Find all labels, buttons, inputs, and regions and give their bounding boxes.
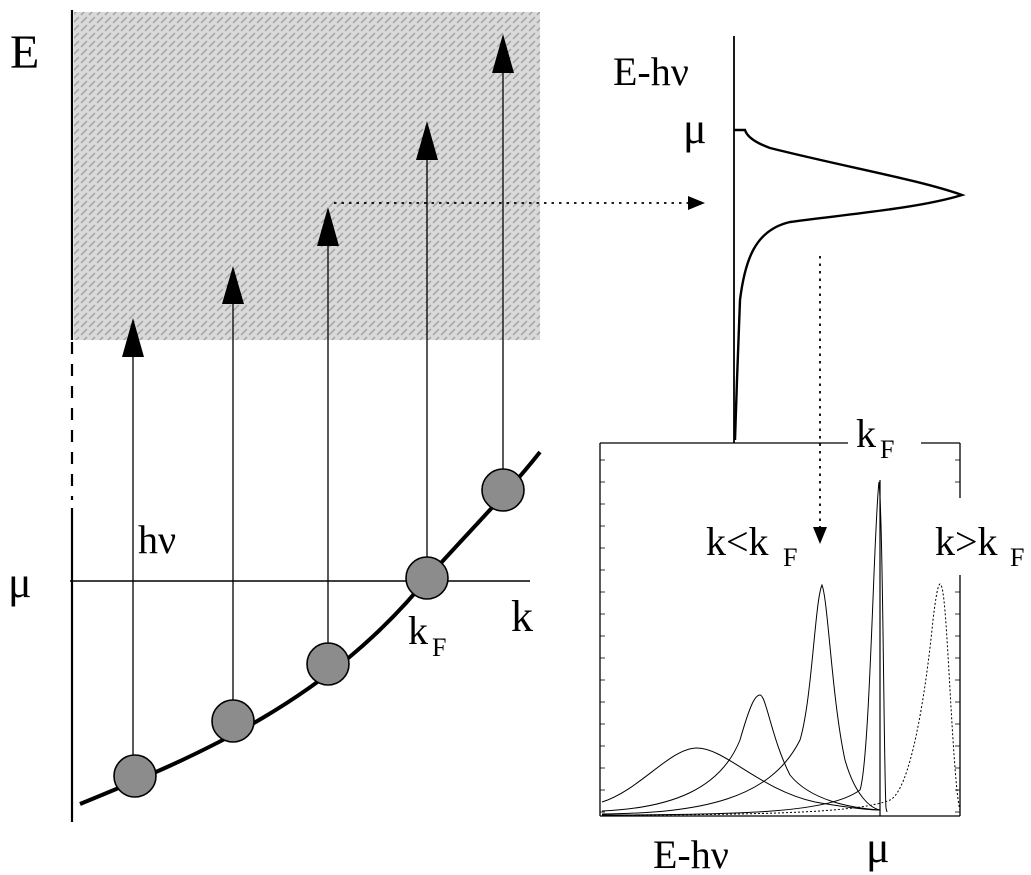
spectra-panel-frame bbox=[599, 442, 961, 817]
electron bbox=[113, 754, 157, 798]
spectrum-k-less-3 bbox=[601, 583, 881, 815]
svg-text:k<k: k<k bbox=[706, 519, 769, 564]
panel-mu-label: μ bbox=[866, 823, 890, 872]
momentum-axis-label: k bbox=[511, 592, 533, 641]
band-dispersion-curve bbox=[79, 450, 542, 806]
fermi-k-label: k F bbox=[408, 608, 446, 662]
spectrum-k-equal bbox=[601, 481, 888, 816]
spectral-curves bbox=[601, 480, 961, 816]
svg-text:F: F bbox=[1010, 543, 1024, 572]
svg-text:F: F bbox=[783, 543, 797, 572]
panel-xlabel: E-hν bbox=[653, 832, 729, 875]
svg-text:k: k bbox=[408, 608, 428, 653]
dotted-arrow-to-edc bbox=[334, 196, 705, 210]
photon-energy-label: hν bbox=[138, 517, 176, 562]
spectrum-k-greater bbox=[601, 583, 961, 816]
edc-curve bbox=[733, 128, 966, 441]
electron bbox=[481, 468, 525, 512]
edc-axis-label: E-hν bbox=[613, 49, 689, 94]
dotted-arrow-to-panel bbox=[813, 256, 827, 544]
edc-mu-label: μ bbox=[683, 104, 707, 153]
svg-text:F: F bbox=[432, 633, 446, 662]
electron bbox=[211, 699, 255, 743]
electrons bbox=[113, 468, 525, 798]
svg-text:k>k: k>k bbox=[935, 519, 998, 564]
photoemission-arrows bbox=[122, 34, 514, 776]
spectrum-k-less-1 bbox=[601, 747, 881, 811]
panel-kF-label: k F bbox=[856, 411, 894, 464]
k-greater-label: k>k F bbox=[935, 519, 1024, 572]
energy-axis-label: E bbox=[10, 26, 39, 79]
spectrum-k-less-2 bbox=[601, 694, 881, 812]
svg-text:F: F bbox=[880, 435, 894, 464]
electron bbox=[405, 556, 449, 600]
k-less-label: k<k F bbox=[706, 519, 797, 572]
panel-tick-marks bbox=[600, 459, 960, 813]
electron bbox=[306, 642, 350, 686]
svg-text:k: k bbox=[856, 411, 876, 456]
chem-potential-label: μ bbox=[8, 558, 32, 607]
final-state-region bbox=[74, 12, 540, 340]
